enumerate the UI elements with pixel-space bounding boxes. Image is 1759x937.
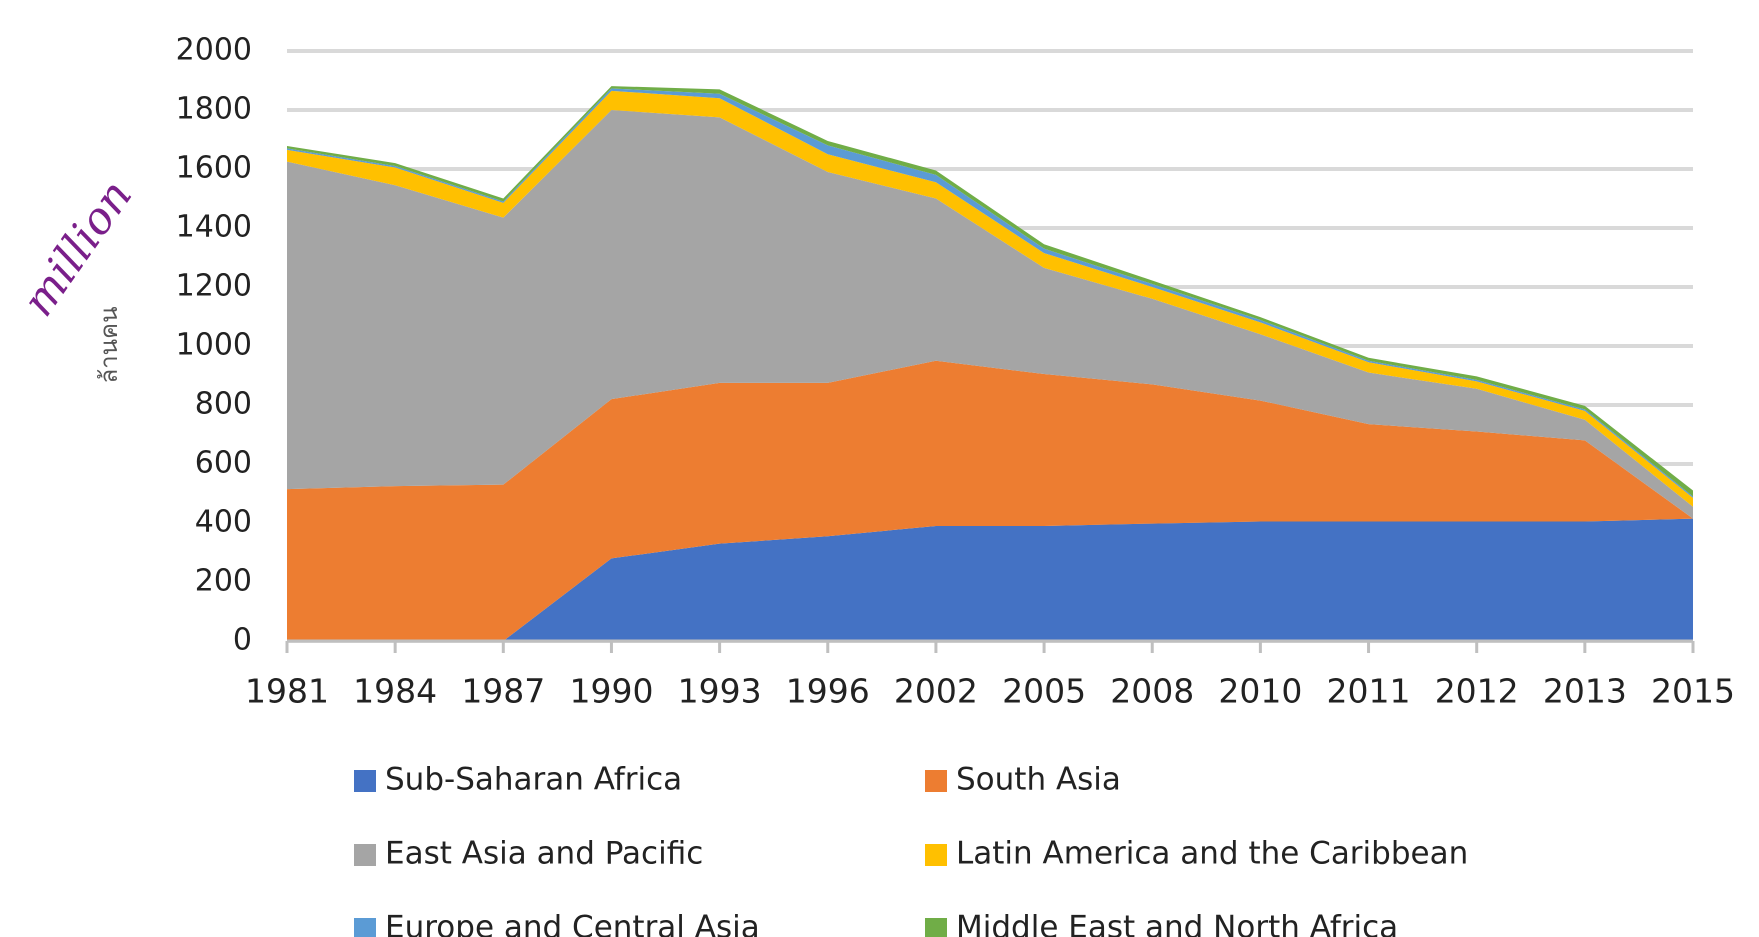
annotation: million [13,171,142,325]
y-tick-label: 1400 [176,210,252,245]
x-tick-label: 2011 [1327,672,1411,711]
legend-label: Europe and Central Asia [385,910,760,937]
y-tick-label: 600 [195,446,252,481]
legend-swatch [354,844,376,866]
y-tick-label: 0 [233,623,252,658]
y-tick-label: 200 [195,564,252,599]
x-tick-label: 1996 [786,672,870,711]
area [287,360,1693,641]
y-axis-label: ล้านคน [95,306,123,383]
y-tick-label: 400 [195,505,252,540]
y-tick-label: 2000 [176,33,252,68]
x-tick-label: 1981 [245,672,329,711]
x-tick-label: 2010 [1218,672,1302,711]
legend-label: East Asia and Pacific [385,836,703,872]
x-tick-label: 2002 [894,672,978,711]
legend-swatch [925,770,947,792]
y-tick-label: 1800 [176,92,252,127]
x-tick-label: 1987 [461,672,545,711]
legend-label: South Asia [956,762,1121,798]
y-tick-label: 1600 [176,151,252,186]
area [287,110,1693,519]
legend-label: Sub-Saharan Africa [385,762,682,798]
legend-label: Middle East and North Africa [956,910,1398,937]
area [287,518,1693,641]
x-tick-label: 2008 [1110,672,1194,711]
legend-swatch [925,918,947,937]
x-tick-label: 2012 [1435,672,1519,711]
y-tick-label: 1000 [176,328,252,363]
x-tick-label: 2015 [1651,672,1735,711]
legend-label: Latin America and the Caribbean [956,836,1468,872]
x-tick-label: 2005 [1002,672,1086,711]
y-tick-label: 1200 [176,269,252,304]
x-tick-label: 2013 [1543,672,1627,711]
x-tick-label: 1993 [678,672,762,711]
x-tick-label: 1990 [569,672,653,711]
legend-swatch [354,918,376,937]
x-tick-label: 1984 [353,672,437,711]
legend-swatch [354,770,376,792]
y-tick-label: 800 [195,387,252,422]
legend-swatch [925,844,947,866]
